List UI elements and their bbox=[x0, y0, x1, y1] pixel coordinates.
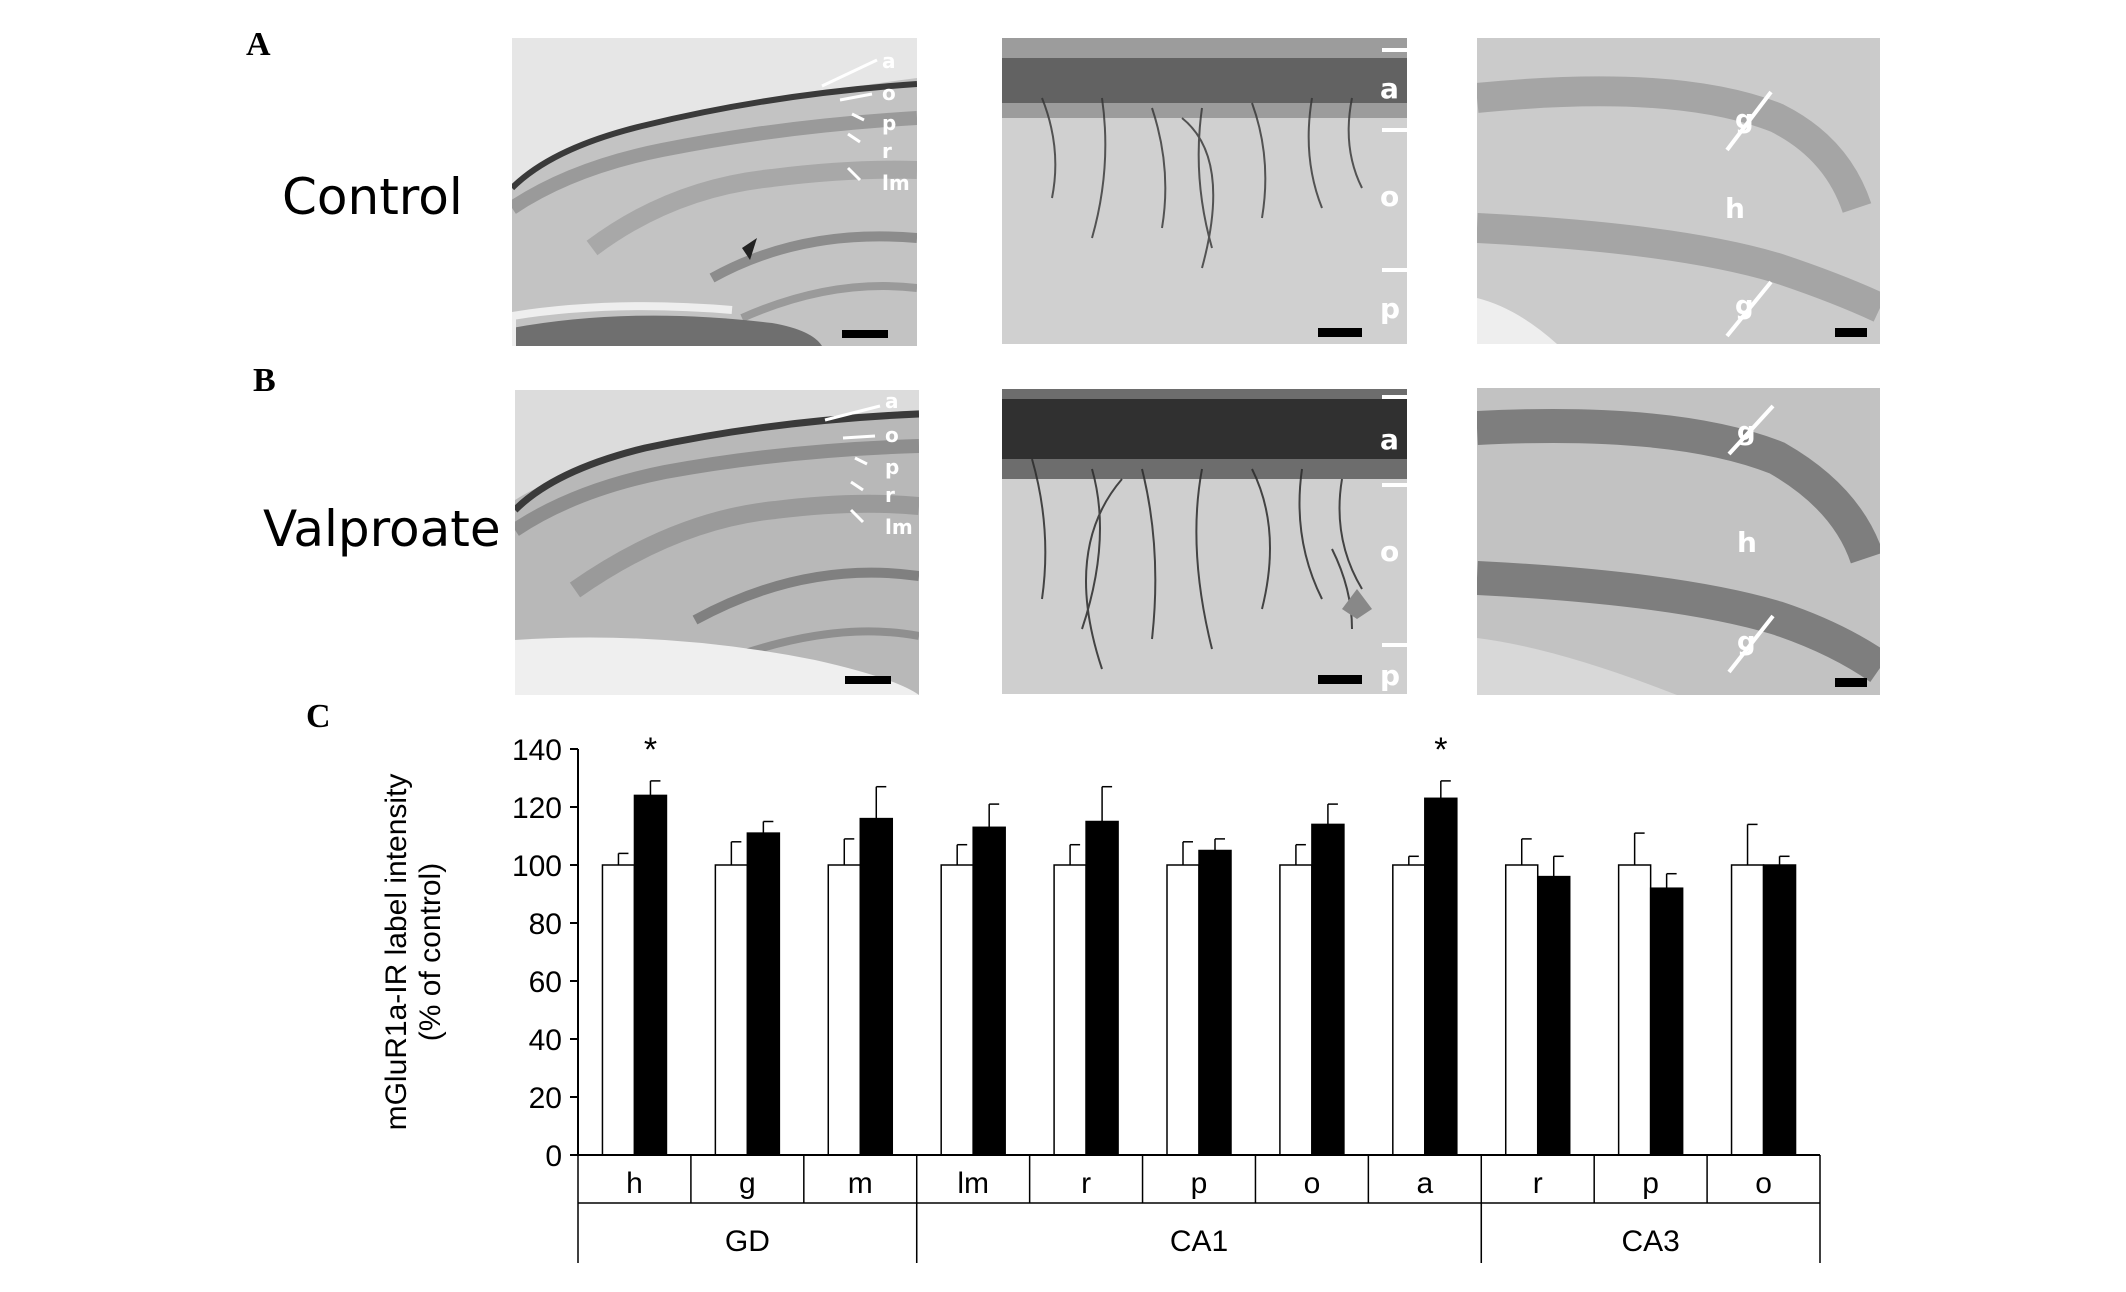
bar bbox=[746, 832, 781, 1156]
y-tick-label: 80 bbox=[529, 908, 562, 941]
bar bbox=[1392, 864, 1426, 1156]
micrograph-valproate-hippocampus: a o p r lm bbox=[515, 390, 919, 695]
layer-label-o: o bbox=[1380, 180, 1399, 213]
significance-star: * bbox=[644, 731, 657, 769]
row-label-control: Control bbox=[282, 168, 463, 226]
x-tick-label: r bbox=[1081, 1167, 1091, 1200]
layer-label-h: h bbox=[1737, 526, 1757, 559]
layer-label-lm: lm bbox=[882, 171, 910, 195]
significance-star: * bbox=[1434, 731, 1447, 769]
micrograph-control-dentate: g h g bbox=[1477, 38, 1880, 344]
layer-label-a: a bbox=[1380, 423, 1399, 456]
group-label: GD bbox=[725, 1225, 770, 1258]
x-tick-label: p bbox=[1642, 1167, 1659, 1200]
bar bbox=[1053, 864, 1087, 1156]
x-tick-label: p bbox=[1191, 1167, 1208, 1200]
layer-label-o: o bbox=[1380, 535, 1399, 568]
y-tick-label: 40 bbox=[529, 1024, 562, 1057]
y-tick-label: 0 bbox=[545, 1140, 562, 1173]
group-label: CA3 bbox=[1621, 1225, 1679, 1258]
layer-label-arrows bbox=[821, 58, 878, 182]
layer-label-p: p bbox=[885, 455, 899, 479]
layer-label-g: g bbox=[1737, 627, 1756, 657]
panel-letter-c: C bbox=[306, 698, 331, 735]
layer-label-lm: lm bbox=[885, 515, 913, 539]
layer-label-g: g bbox=[1735, 105, 1754, 135]
y-tick-label: 140 bbox=[512, 734, 562, 767]
y-tick-label: 120 bbox=[512, 792, 562, 825]
bar bbox=[1504, 864, 1539, 1156]
y-tick-label: 100 bbox=[512, 850, 562, 883]
bar bbox=[1649, 887, 1684, 1156]
layer-label-p: p bbox=[1380, 292, 1400, 325]
bar bbox=[1198, 849, 1232, 1156]
layer-label-p: p bbox=[882, 111, 896, 135]
group-label: CA1 bbox=[1170, 1225, 1228, 1258]
layer-label-r: r bbox=[885, 483, 895, 507]
x-tick-label: o bbox=[1304, 1167, 1321, 1200]
layer-label-o: o bbox=[885, 423, 899, 447]
x-tick-label: lm bbox=[957, 1167, 989, 1200]
x-tick-label: o bbox=[1755, 1167, 1772, 1200]
layer-label-g: g bbox=[1737, 417, 1756, 447]
x-tick-label: a bbox=[1416, 1167, 1433, 1200]
micrograph-control-ca1-zoom: a o p bbox=[1002, 38, 1407, 344]
micrograph-valproate-dentate: g h g bbox=[1477, 388, 1880, 695]
layer-label-o: o bbox=[882, 81, 896, 105]
y-axis-label-line1: mGluR1a-IR label intensity bbox=[380, 774, 413, 1131]
x-tick-label: h bbox=[626, 1167, 643, 1200]
x-tick-label: g bbox=[739, 1167, 756, 1200]
bar bbox=[633, 794, 668, 1156]
micrograph-control-hippocampus: a o p r lm bbox=[512, 38, 917, 346]
x-tick-label: m bbox=[848, 1167, 873, 1200]
bar bbox=[1279, 864, 1313, 1156]
bar bbox=[827, 864, 862, 1156]
bar bbox=[1424, 797, 1458, 1156]
y-tick-label: 60 bbox=[529, 966, 562, 999]
y-tick-label: 20 bbox=[529, 1082, 562, 1115]
layer-label-a: a bbox=[1380, 72, 1399, 105]
panel-letter-a: A bbox=[246, 26, 271, 63]
bar bbox=[940, 864, 974, 1156]
row-label-valproate: Valproate bbox=[263, 500, 501, 558]
layer-label-p: p bbox=[1380, 659, 1400, 692]
layer-label-r: r bbox=[882, 139, 892, 163]
bar bbox=[859, 817, 894, 1156]
layer-label-a: a bbox=[885, 390, 899, 413]
x-tick-label: r bbox=[1533, 1167, 1543, 1200]
bar bbox=[1085, 820, 1119, 1156]
y-axis-label-line2: (% of control) bbox=[414, 863, 447, 1041]
micrograph-valproate-ca1-zoom: a o p bbox=[1002, 389, 1407, 694]
bar bbox=[1536, 875, 1571, 1156]
bar bbox=[1730, 864, 1765, 1156]
bar-chart: mGluR1a-IR label intensity (% of control… bbox=[380, 731, 1821, 1263]
y-axis-label: mGluR1a-IR label intensity (% of control… bbox=[380, 774, 447, 1131]
layer-label-g: g bbox=[1735, 291, 1754, 321]
bar bbox=[1166, 864, 1200, 1156]
layer-label-a: a bbox=[882, 49, 896, 73]
bar bbox=[1311, 823, 1345, 1156]
bar bbox=[972, 826, 1006, 1156]
bar bbox=[1762, 864, 1797, 1156]
bar bbox=[601, 864, 636, 1156]
bar bbox=[714, 864, 749, 1156]
layer-label-h: h bbox=[1725, 192, 1745, 225]
panel-letter-b: B bbox=[253, 362, 276, 399]
bar bbox=[1617, 864, 1652, 1156]
